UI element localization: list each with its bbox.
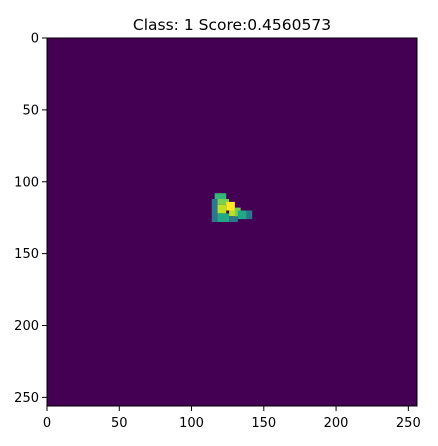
heatmap-cell: [246, 210, 253, 220]
x-tick-label: 250: [396, 416, 421, 431]
y-tick-label: 100: [14, 175, 39, 190]
x-tick-label: 50: [111, 416, 128, 431]
activation-blob: [211, 193, 253, 222]
heatmap-cell: [229, 216, 238, 222]
x-tick-label: 200: [324, 416, 349, 431]
chart-title: Class: 1 Score:0.4560573: [133, 16, 331, 34]
axes-frame: [46, 37, 418, 407]
heatmap-cell: [226, 201, 235, 211]
heatmap-cell: [217, 204, 227, 214]
heatmap-cell: [229, 210, 238, 217]
y-axis: 0 50 100 150 200 250: [14, 32, 47, 406]
x-tick-label: 0: [43, 416, 51, 431]
y-tick-label: 250: [14, 391, 39, 406]
heatmap-cell: [237, 210, 247, 220]
y-tick-label: 0: [31, 32, 39, 47]
y-tick-label: 50: [22, 103, 39, 118]
heatmap-cell: [217, 213, 230, 222]
heatmap-cell: [217, 199, 230, 205]
y-tick-label: 150: [14, 247, 39, 262]
x-axis: 0 50 100 150 200 250: [43, 406, 421, 431]
x-tick-label: 150: [251, 416, 276, 431]
heatmap-cell: [211, 199, 218, 222]
heatmap-cell: [214, 193, 227, 199]
x-tick-label: 100: [179, 416, 204, 431]
y-tick-label: 200: [14, 319, 39, 334]
